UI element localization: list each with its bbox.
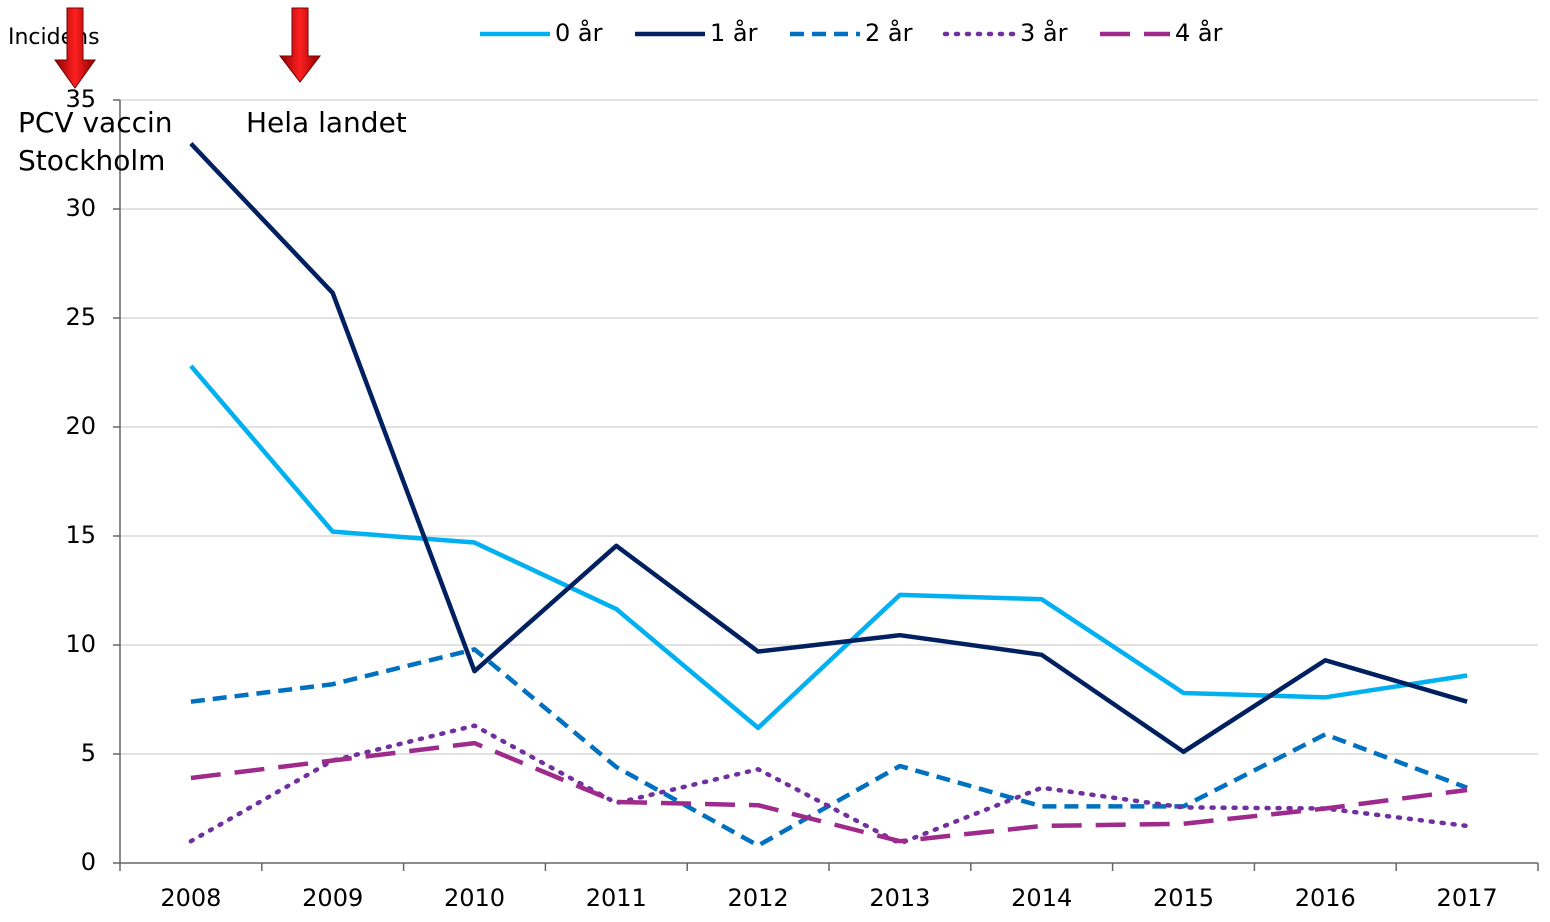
series-line [190, 740, 1468, 844]
y-tick-label: 15 [65, 521, 96, 549]
legend-label: 1 år [710, 18, 758, 47]
x-tick-label: 2013 [869, 884, 930, 912]
series-line [190, 647, 1468, 848]
y-tick-label: 5 [81, 739, 96, 767]
legend-label: 4 år [1175, 18, 1223, 47]
arrow [278, 7, 322, 83]
annotation: PCV vaccin [18, 106, 173, 139]
y-tick-label: 30 [65, 194, 96, 222]
x-tick-label: 2012 [728, 884, 789, 912]
arrow [54, 7, 96, 89]
x-tick-label: 2010 [444, 884, 505, 912]
x-tick-label: 2016 [1295, 884, 1356, 912]
y-tick-label: 10 [65, 630, 96, 658]
x-tick-label: 2014 [1011, 884, 1072, 912]
y-axis-label: Incidens [8, 25, 100, 50]
series-line [189, 142, 1468, 755]
legend-label: 3 år [1020, 18, 1068, 47]
legend-label: 2 år [865, 18, 913, 47]
annotation: Hela landet [246, 106, 407, 139]
y-tick-label: 35 [65, 85, 96, 113]
x-tick-label: 2011 [586, 884, 647, 912]
legend-label: 0 år [555, 18, 603, 47]
x-tick-label: 2015 [1153, 884, 1214, 912]
x-tick-label: 2008 [160, 884, 221, 912]
y-tick-label: 25 [65, 303, 96, 331]
x-tick-label: 2017 [1437, 884, 1498, 912]
y-tick-label: 0 [81, 848, 96, 876]
plot: 0 5 10 15 20 25 30 35 2008 2009 2010 2011 2012 2013 20… [65, 85, 1539, 912]
series-line [189, 364, 1468, 731]
x-tick-label: 2009 [302, 884, 363, 912]
annotation: Stockholm [18, 144, 165, 177]
series-line [188, 723, 1470, 846]
y-tick-label: 20 [65, 412, 96, 440]
